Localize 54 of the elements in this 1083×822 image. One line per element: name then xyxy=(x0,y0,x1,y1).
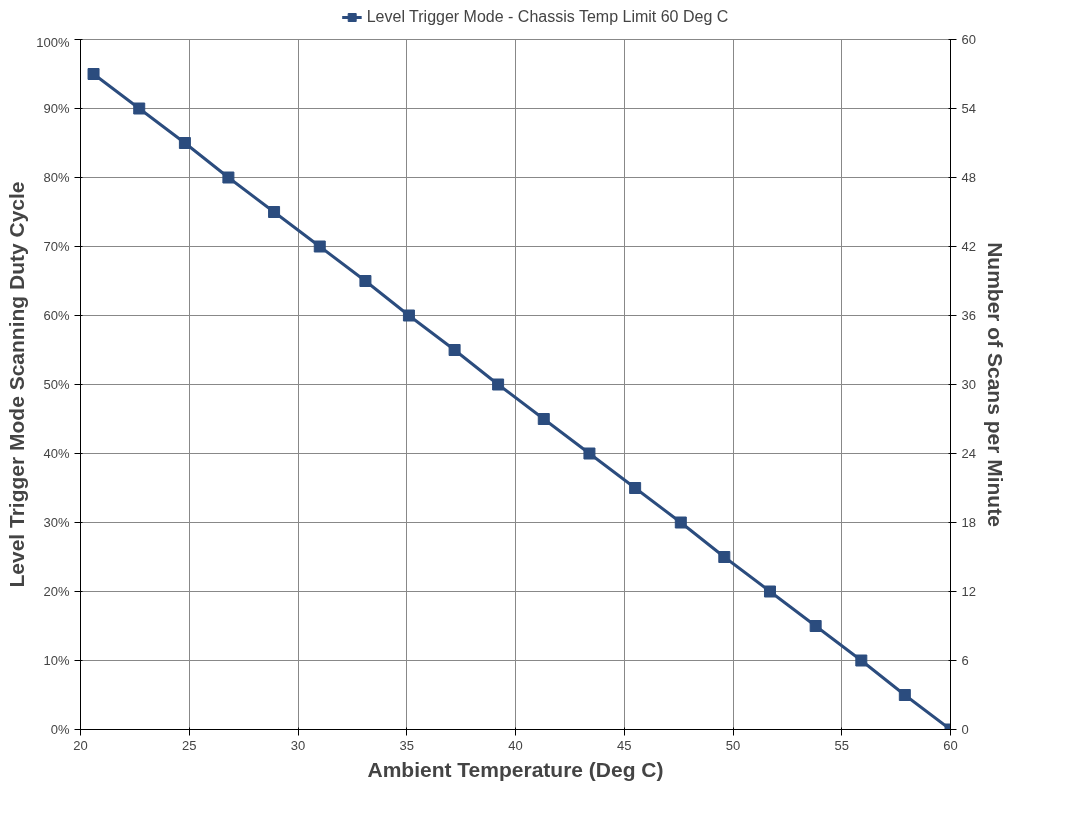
point xyxy=(583,447,596,460)
point xyxy=(87,68,100,80)
point xyxy=(855,654,868,667)
x-tick-label: 60 xyxy=(943,737,958,753)
x-tick-label: 40 xyxy=(508,737,523,753)
y-tick-label: 80% xyxy=(43,170,70,185)
y2-tick-label: 24 xyxy=(961,446,976,461)
x-tick-label: 45 xyxy=(617,737,632,753)
y-tick-label: 100% xyxy=(36,34,70,50)
legend-label: Level Trigger Mode - Chassis Temp Limit 60 Deg C xyxy=(366,8,729,26)
x-tick-label: 55 xyxy=(834,737,849,753)
point xyxy=(178,137,191,149)
y-axis-title: Level Trigger Mode Scanning Duty Cycle xyxy=(5,181,29,588)
y2-tick-label: 12 xyxy=(961,584,976,599)
y2-tick-label: 42 xyxy=(961,239,976,254)
y-tick-label: 20% xyxy=(43,584,70,599)
y-tick-label: 60% xyxy=(43,308,70,323)
y2-tick-label: 54 xyxy=(961,101,976,116)
y2-axis-title: Number of Scans per Minute xyxy=(983,242,1007,527)
y2-tick-label: 6 xyxy=(961,653,969,668)
y-tick-label: 40% xyxy=(43,446,70,461)
y-tick-label: 10% xyxy=(43,653,70,668)
point xyxy=(313,240,326,253)
y2-tick-label: 60 xyxy=(961,32,976,47)
x-tick-label: 20 xyxy=(73,737,88,753)
point xyxy=(133,102,146,115)
y-tick-label: 0% xyxy=(50,722,70,737)
y2-tick-label: 30 xyxy=(961,377,976,392)
y-tick-label: 70% xyxy=(43,239,70,254)
point xyxy=(763,585,776,598)
x-tick-label: 25 xyxy=(182,737,197,753)
point xyxy=(402,309,415,322)
point xyxy=(492,378,505,391)
x-tick-label: 50 xyxy=(725,737,741,753)
point xyxy=(809,620,822,632)
point xyxy=(537,413,550,425)
x-tick-label: 30 xyxy=(290,737,306,753)
y-tick-label: 30% xyxy=(43,515,70,530)
point xyxy=(629,482,642,494)
point xyxy=(222,171,235,184)
y2-tick-label: 36 xyxy=(961,308,976,323)
y-tick-label: 90% xyxy=(43,101,70,116)
y2-tick-label: 0 xyxy=(961,722,969,737)
point xyxy=(448,344,461,356)
point xyxy=(359,275,372,287)
point xyxy=(898,689,911,701)
y2-tick-label: 18 xyxy=(961,515,976,530)
y2-tick-label: 48 xyxy=(961,170,976,185)
y-tick-label: 50% xyxy=(43,377,70,392)
point xyxy=(674,516,687,529)
point xyxy=(718,551,731,563)
point xyxy=(268,206,281,218)
x-tick-label: 35 xyxy=(399,737,414,753)
x-axis-title: Ambient Temperature (Deg C) xyxy=(367,757,664,781)
